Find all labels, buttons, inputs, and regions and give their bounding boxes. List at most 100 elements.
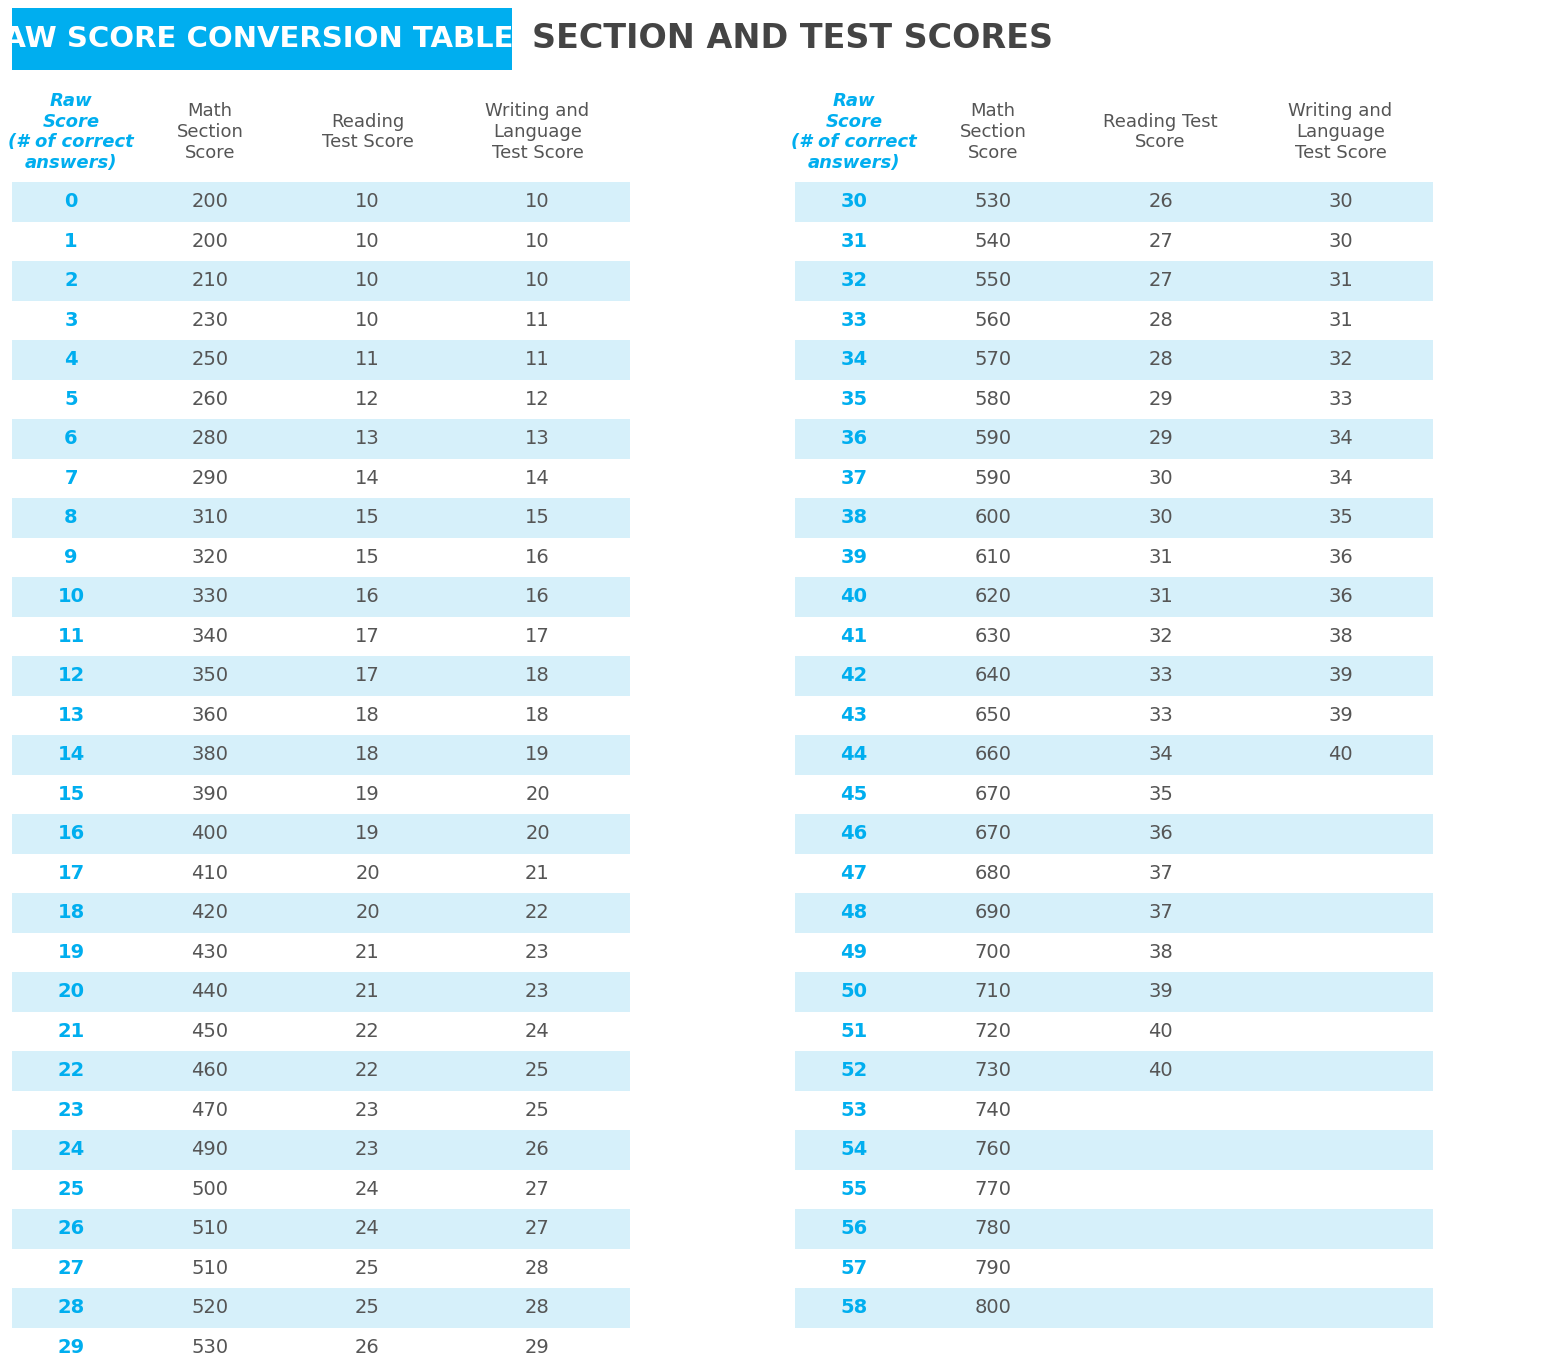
- Text: 25: 25: [355, 1259, 380, 1278]
- Text: 500: 500: [192, 1180, 228, 1199]
- Text: 780: 780: [975, 1219, 1012, 1239]
- Text: 330: 330: [192, 588, 228, 606]
- Text: 27: 27: [525, 1219, 550, 1239]
- Text: 36: 36: [1328, 588, 1353, 606]
- Text: 55: 55: [840, 1180, 867, 1199]
- FancyBboxPatch shape: [12, 1209, 629, 1248]
- Text: 490: 490: [192, 1140, 228, 1159]
- Text: 34: 34: [840, 351, 867, 370]
- Text: 540: 540: [975, 232, 1012, 251]
- FancyBboxPatch shape: [12, 577, 629, 617]
- Text: 42: 42: [840, 666, 867, 685]
- Text: 51: 51: [840, 1022, 867, 1041]
- Text: 16: 16: [525, 588, 550, 606]
- Text: 3: 3: [64, 311, 78, 330]
- Text: 590: 590: [975, 469, 1012, 488]
- Text: 45: 45: [840, 784, 867, 803]
- Text: 48: 48: [840, 903, 867, 922]
- Text: 510: 510: [192, 1219, 228, 1239]
- Text: 13: 13: [525, 430, 550, 449]
- Text: 28: 28: [525, 1299, 550, 1318]
- Text: 26: 26: [58, 1219, 84, 1239]
- FancyBboxPatch shape: [795, 656, 1432, 696]
- Text: 32: 32: [1328, 351, 1353, 370]
- Text: 580: 580: [975, 390, 1012, 409]
- Text: 37: 37: [840, 469, 867, 488]
- Text: 340: 340: [192, 626, 228, 645]
- Text: 790: 790: [975, 1259, 1012, 1278]
- Text: 720: 720: [975, 1022, 1012, 1041]
- Text: 32: 32: [840, 271, 867, 291]
- Text: 770: 770: [975, 1180, 1012, 1199]
- FancyBboxPatch shape: [12, 735, 629, 775]
- Text: 29: 29: [1148, 430, 1173, 449]
- Text: 700: 700: [975, 943, 1012, 962]
- Text: 31: 31: [1328, 311, 1353, 330]
- Text: 200: 200: [192, 232, 228, 251]
- Text: 31: 31: [1148, 588, 1173, 606]
- Text: 36: 36: [1328, 548, 1353, 567]
- Text: 16: 16: [355, 588, 380, 606]
- Text: 31: 31: [840, 232, 867, 251]
- Text: 22: 22: [355, 1022, 380, 1041]
- Text: 19: 19: [58, 943, 84, 962]
- Text: 33: 33: [840, 311, 867, 330]
- Text: 20: 20: [58, 982, 84, 1001]
- Text: 23: 23: [525, 943, 550, 962]
- Text: 450: 450: [192, 1022, 228, 1041]
- Text: 8: 8: [64, 509, 78, 528]
- Text: 26: 26: [1148, 192, 1173, 211]
- Text: 34: 34: [1328, 469, 1353, 488]
- Text: 610: 610: [975, 548, 1012, 567]
- FancyBboxPatch shape: [795, 498, 1432, 537]
- Text: 12: 12: [58, 666, 84, 685]
- Text: 47: 47: [840, 863, 867, 883]
- Text: Reading
Test Score: Reading Test Score: [322, 113, 414, 151]
- Text: 29: 29: [1148, 390, 1173, 409]
- Text: 30: 30: [1148, 469, 1173, 488]
- Text: 760: 760: [975, 1140, 1012, 1159]
- Text: 46: 46: [840, 824, 867, 843]
- FancyBboxPatch shape: [795, 893, 1432, 933]
- Text: 710: 710: [975, 982, 1012, 1001]
- Text: 53: 53: [840, 1101, 867, 1120]
- FancyBboxPatch shape: [12, 261, 629, 300]
- Text: 200: 200: [192, 192, 228, 211]
- Text: 290: 290: [192, 469, 228, 488]
- Text: 44: 44: [840, 745, 867, 764]
- Text: 19: 19: [355, 784, 380, 803]
- Text: 510: 510: [192, 1259, 228, 1278]
- Text: 40: 40: [1148, 1061, 1173, 1080]
- FancyBboxPatch shape: [795, 1129, 1432, 1169]
- Text: 1: 1: [64, 232, 78, 251]
- Text: 17: 17: [525, 626, 550, 645]
- Text: 21: 21: [355, 982, 380, 1001]
- FancyBboxPatch shape: [795, 1288, 1432, 1327]
- Text: 550: 550: [975, 271, 1012, 291]
- Text: 27: 27: [525, 1180, 550, 1199]
- Text: 37: 37: [1148, 863, 1173, 883]
- Text: 10: 10: [355, 271, 380, 291]
- Text: 38: 38: [840, 509, 867, 528]
- Text: 4: 4: [64, 351, 78, 370]
- FancyBboxPatch shape: [12, 656, 629, 696]
- Text: 530: 530: [975, 192, 1012, 211]
- Text: 14: 14: [58, 745, 84, 764]
- Text: 36: 36: [1148, 824, 1173, 843]
- Text: 16: 16: [58, 824, 84, 843]
- Text: 9: 9: [64, 548, 78, 567]
- FancyBboxPatch shape: [12, 8, 512, 70]
- Text: 10: 10: [355, 311, 380, 330]
- Text: 38: 38: [1328, 626, 1353, 645]
- FancyBboxPatch shape: [795, 577, 1432, 617]
- Text: 0: 0: [64, 192, 78, 211]
- Text: 680: 680: [975, 863, 1012, 883]
- FancyBboxPatch shape: [12, 181, 629, 221]
- Text: 39: 39: [1328, 666, 1353, 685]
- Text: 16: 16: [525, 548, 550, 567]
- Text: 10: 10: [355, 192, 380, 211]
- Text: 560: 560: [975, 311, 1012, 330]
- Text: 18: 18: [525, 666, 550, 685]
- Text: RAW SCORE CONVERSION TABLE 1: RAW SCORE CONVERSION TABLE 1: [0, 25, 544, 53]
- Text: 24: 24: [58, 1140, 84, 1159]
